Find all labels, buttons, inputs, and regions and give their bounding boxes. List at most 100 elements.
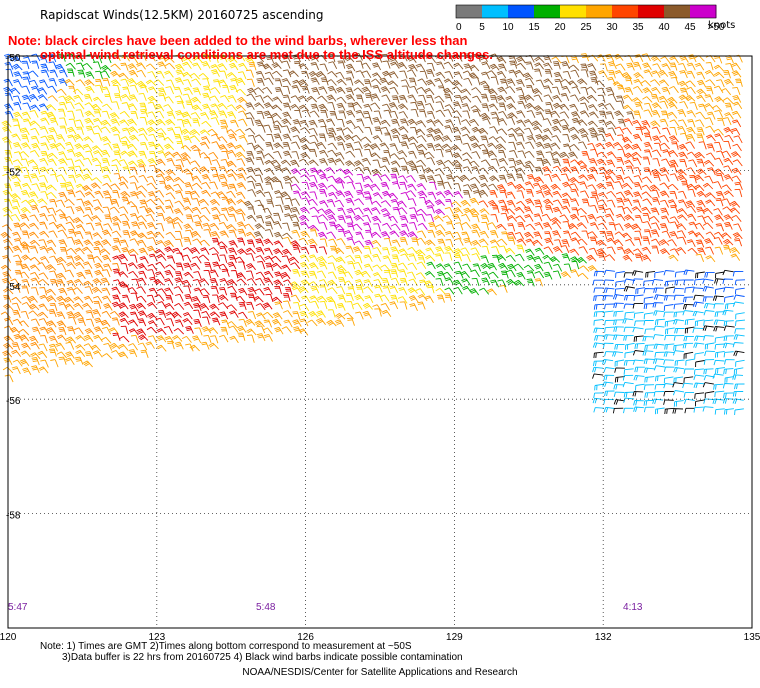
wind-barb <box>399 237 408 246</box>
wind-barb <box>20 241 31 248</box>
wind-barb <box>301 109 311 118</box>
wind-barb <box>597 127 607 136</box>
wind-barb <box>337 60 346 69</box>
wind-barb <box>480 214 490 223</box>
wind-barb <box>676 223 687 231</box>
wind-barb <box>130 111 139 120</box>
wind-barb <box>410 108 419 118</box>
wind-barb <box>128 94 138 102</box>
wind-barb <box>66 279 76 288</box>
wind-barb <box>688 221 698 230</box>
wind-barb <box>696 158 705 167</box>
wind-barb <box>157 132 166 141</box>
wind-barb <box>567 223 579 230</box>
wind-barb <box>155 261 166 269</box>
wind-barb <box>607 61 617 70</box>
wind-barb <box>102 190 112 199</box>
wind-barb <box>112 332 121 341</box>
latitude-label: -50 <box>6 53 21 64</box>
wind-barb <box>37 198 48 205</box>
wind-barb <box>31 365 40 374</box>
wind-barb <box>371 78 382 86</box>
wind-barb <box>424 167 435 174</box>
wind-barb <box>39 126 49 134</box>
wind-barb <box>614 367 625 373</box>
wind-barb <box>401 134 410 143</box>
wind-barb <box>254 288 265 296</box>
wind-barb <box>298 158 310 166</box>
wind-barb <box>136 80 147 88</box>
wind-barb <box>661 63 671 71</box>
wind-barb <box>694 278 705 285</box>
wind-barb <box>262 63 273 71</box>
wind-barb <box>694 62 705 71</box>
wind-barb <box>218 302 229 310</box>
wind-barb <box>271 296 283 304</box>
wind-barb <box>192 214 202 223</box>
wind-barb <box>498 262 509 270</box>
wind-barb <box>416 165 426 174</box>
wind-barb <box>9 326 21 334</box>
wind-barb <box>58 213 68 222</box>
wind-barb <box>507 231 517 240</box>
legend-color-6 <box>612 5 639 18</box>
wind-barb <box>593 327 605 334</box>
wind-barb <box>703 310 715 316</box>
wind-barb <box>589 70 598 79</box>
wind-barb <box>356 118 365 127</box>
wind-barb <box>101 86 111 95</box>
wind-barb <box>112 255 122 263</box>
wind-barb <box>13 71 23 79</box>
wind-barb <box>235 144 246 152</box>
wind-barb <box>371 72 382 80</box>
wind-barb <box>101 254 112 263</box>
wind-barb <box>443 109 453 117</box>
wind-barb <box>75 109 84 118</box>
wind-barb <box>228 183 237 192</box>
wind-barb <box>703 159 715 167</box>
wind-barb <box>595 142 606 150</box>
wind-barb <box>695 111 706 119</box>
wind-barb <box>182 197 192 206</box>
wind-barb <box>137 334 149 341</box>
wind-barb <box>479 208 490 215</box>
wind-barb <box>164 70 174 78</box>
wind-barb <box>462 158 473 167</box>
wind-barb <box>427 191 437 200</box>
wind-barb <box>677 109 687 118</box>
wind-barb <box>487 262 497 271</box>
wind-barb <box>46 295 57 303</box>
wind-barb <box>146 326 157 334</box>
wind-barb <box>632 278 644 284</box>
wind-barb <box>247 206 256 215</box>
wind-barb <box>723 392 734 399</box>
wind-barb <box>623 326 635 333</box>
wind-barb <box>319 63 329 72</box>
wind-barb <box>541 213 552 222</box>
wind-barb <box>388 215 398 224</box>
wind-barb <box>717 117 725 127</box>
wind-barb <box>352 302 363 310</box>
wind-barb <box>75 62 85 71</box>
wind-barb <box>20 127 30 136</box>
wind-barb <box>254 199 264 208</box>
wind-barb <box>562 70 572 79</box>
wind-barb <box>221 207 230 216</box>
wind-barb <box>318 86 328 94</box>
wind-barb <box>246 78 255 87</box>
wind-barb <box>182 135 192 144</box>
wind-barb <box>571 260 580 270</box>
wind-barb <box>265 262 274 271</box>
wind-barb <box>353 214 364 222</box>
wind-barb <box>118 72 129 80</box>
wind-barb <box>245 102 255 110</box>
wind-barb <box>612 407 624 414</box>
wind-barb <box>733 334 745 340</box>
wind-barb <box>674 270 685 278</box>
wind-barb <box>632 303 644 309</box>
wind-barb <box>716 79 725 88</box>
wind-barb <box>578 128 589 135</box>
wind-barb <box>525 61 534 70</box>
wind-barb <box>684 407 695 414</box>
wind-barb <box>172 247 182 256</box>
